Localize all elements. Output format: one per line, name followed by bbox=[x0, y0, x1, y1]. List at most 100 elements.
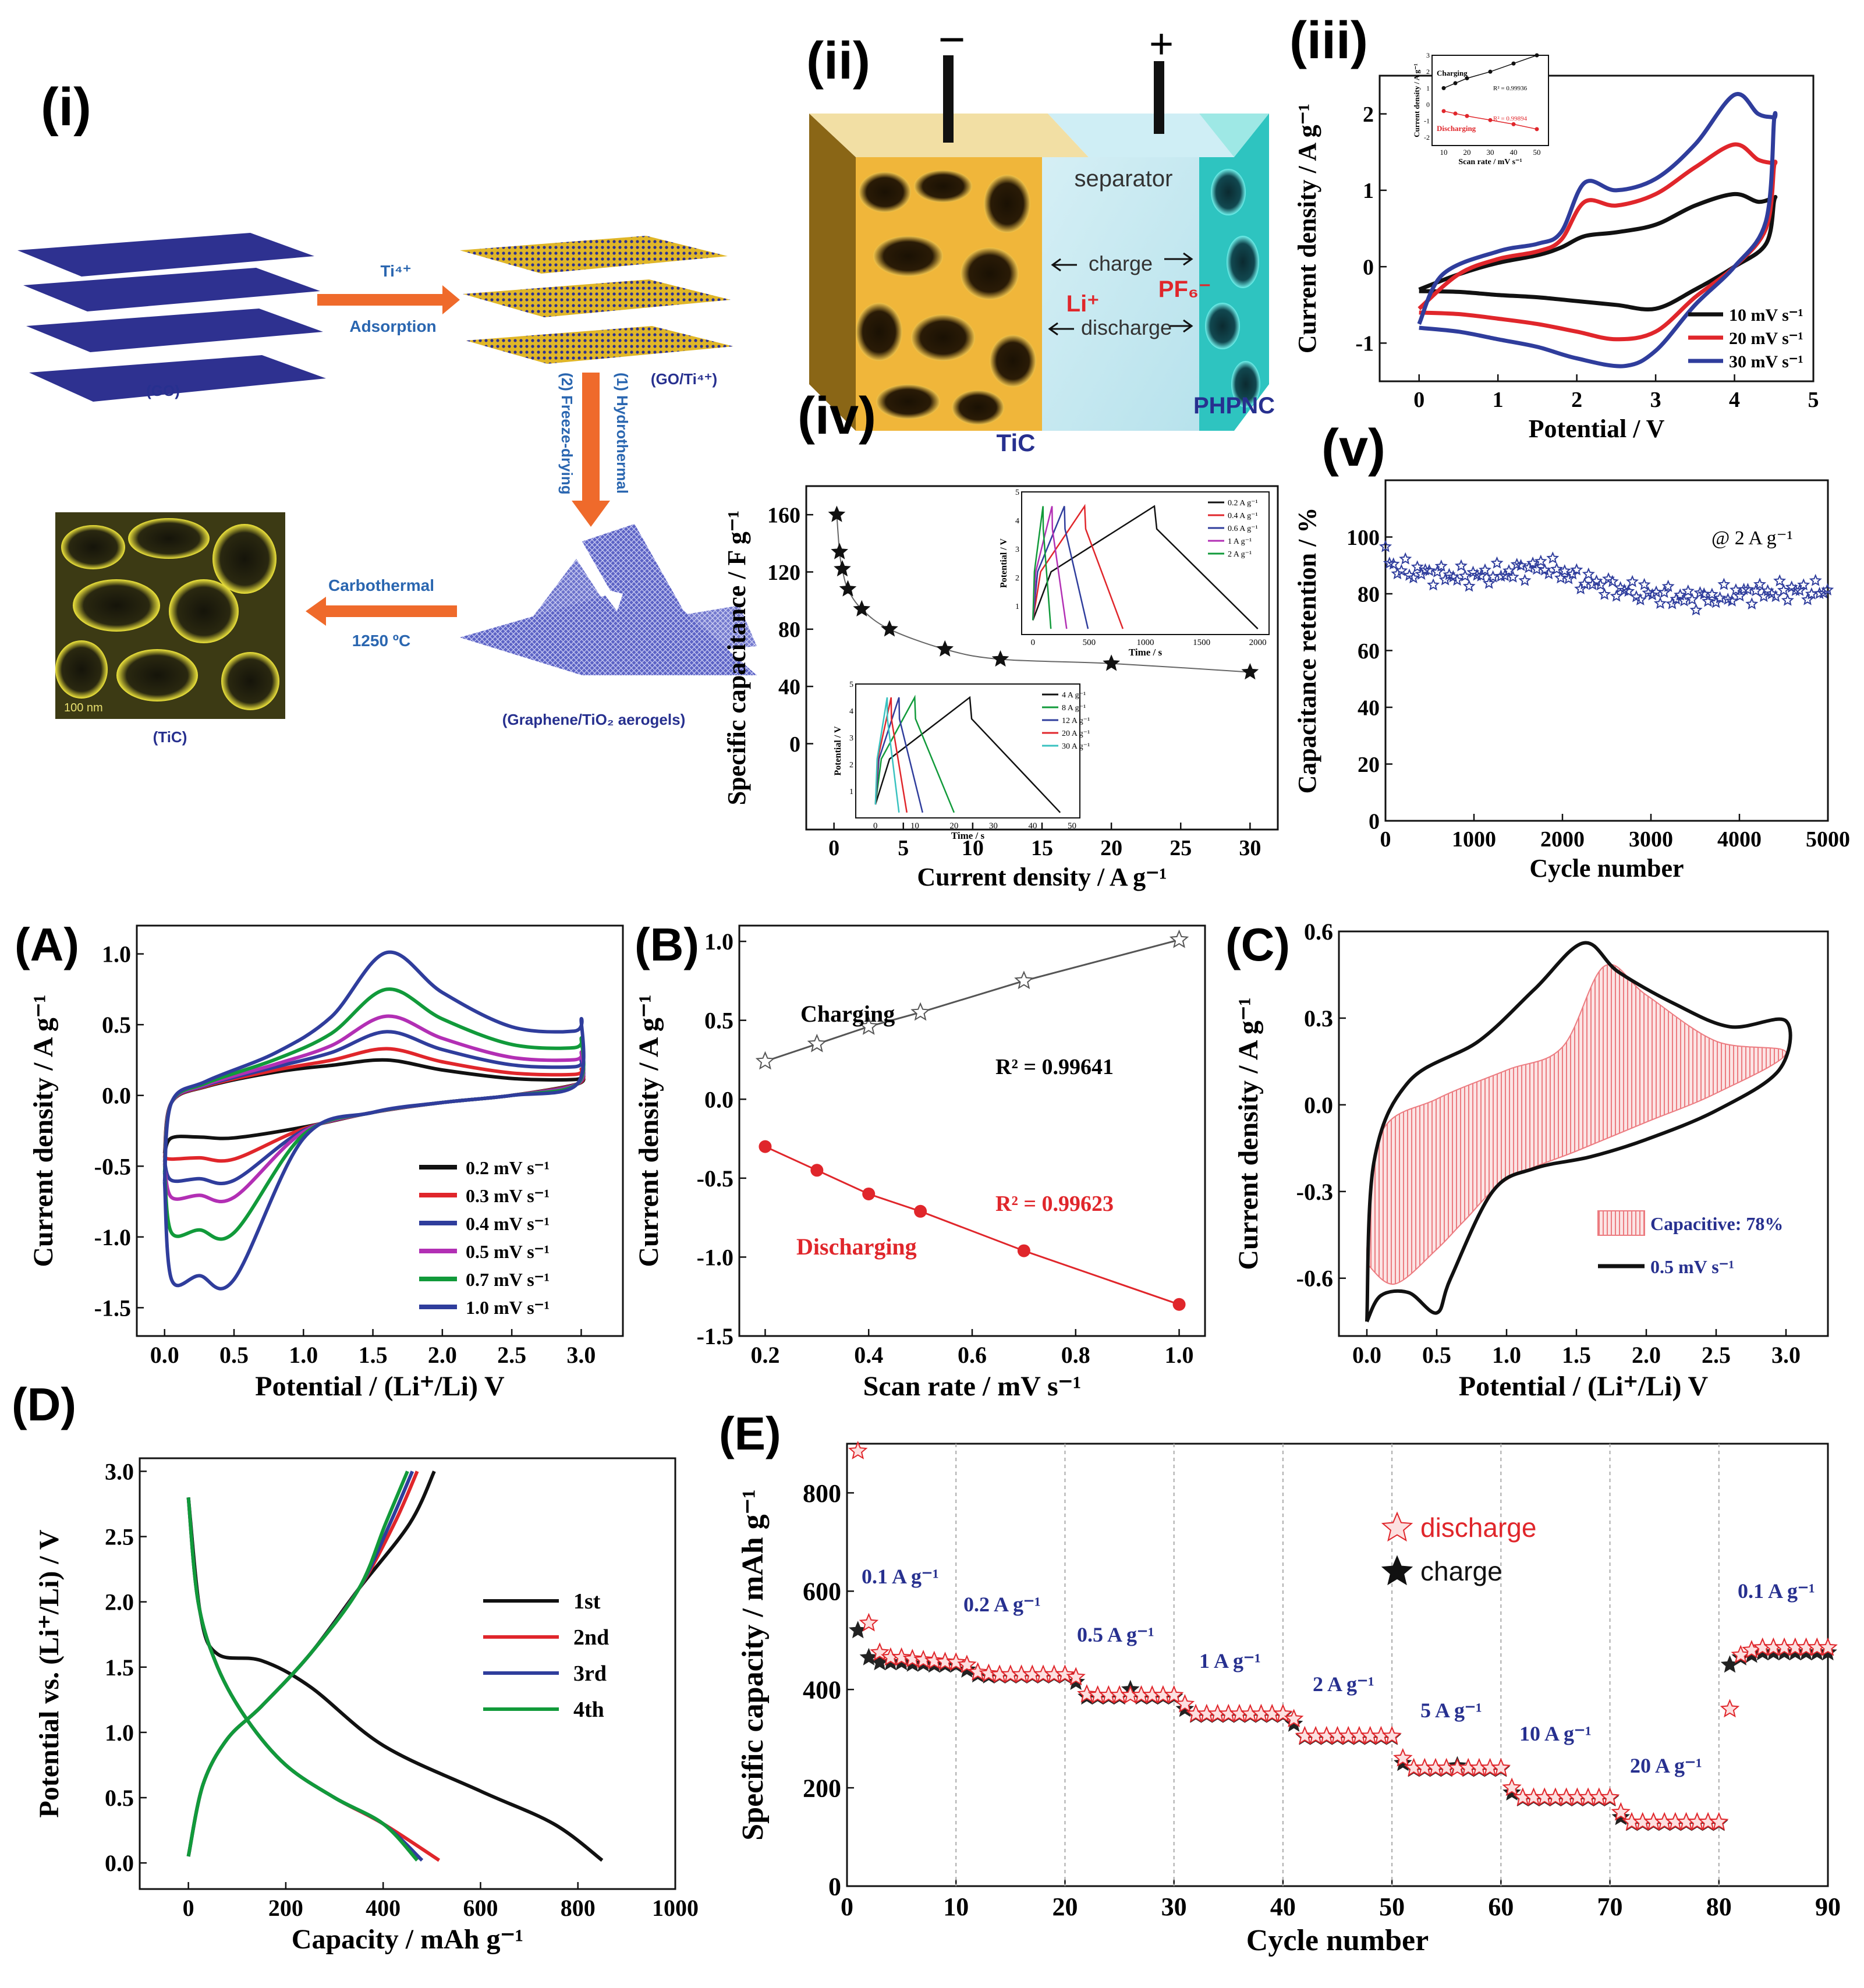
x-tick-label: 200 bbox=[268, 1895, 303, 1921]
y-tick-label: 0 bbox=[1363, 255, 1374, 279]
rate-label: 2 A g⁻¹ bbox=[1313, 1672, 1374, 1696]
retention-point bbox=[1526, 557, 1540, 569]
y-tick-label: 2.0 bbox=[105, 1589, 134, 1615]
legend-discharge-star bbox=[1381, 1511, 1413, 1542]
discharge-curve-2nd bbox=[186, 1497, 441, 1862]
legend-swatch-capacitive bbox=[1597, 1210, 1645, 1236]
x-tick-label: 3 bbox=[1650, 388, 1661, 412]
inset-x-tick: 500 bbox=[1083, 638, 1096, 647]
retention-point bbox=[1502, 564, 1516, 576]
process-arrow-head bbox=[572, 501, 610, 527]
positive-sign: + bbox=[1149, 21, 1174, 68]
panel-label: (C) bbox=[1225, 919, 1290, 970]
discharge-point bbox=[924, 1650, 944, 1670]
inset-x-tick: 50 bbox=[1533, 148, 1541, 157]
charging-point bbox=[1169, 929, 1189, 948]
y-axis-label: Capacitance retention / % bbox=[1293, 508, 1321, 794]
discharging-label: Discharging bbox=[796, 1234, 917, 1260]
inset-point bbox=[1441, 86, 1446, 90]
y-tick-label: 1.0 bbox=[105, 1720, 134, 1746]
retention-point bbox=[1570, 563, 1583, 576]
y-tick-label: 0.5 bbox=[105, 1785, 134, 1811]
y-tick-label: 3.0 bbox=[105, 1458, 134, 1484]
y-tick-label: 160 bbox=[767, 503, 800, 527]
inset-fit-line bbox=[1443, 55, 1537, 89]
y-tick-label: 0.5 bbox=[704, 1008, 733, 1034]
discharge-point bbox=[1077, 1684, 1097, 1703]
discharge-point bbox=[1818, 1637, 1838, 1656]
x-tick-label: 0.6 bbox=[958, 1342, 987, 1368]
retention-point bbox=[1562, 572, 1575, 584]
y-tick-label: -1.5 bbox=[697, 1323, 733, 1349]
carbothermal-arrow bbox=[306, 597, 457, 626]
y-tick-label: 0 bbox=[1369, 809, 1380, 834]
tic-label: (TiC) bbox=[153, 728, 187, 746]
inset-y-tick: -2 bbox=[1424, 133, 1430, 141]
rate-annotation: @ 2 A g⁻¹ bbox=[1711, 527, 1793, 549]
chart-A: (A) 0.0 0.5 1.0 1.5 2.0 2.5 3.0 -1.5 -1.0 -0.5 0.0 0… bbox=[15, 919, 624, 1402]
phpnc-electrode-label: PHPNC bbox=[1193, 393, 1275, 419]
retention-point bbox=[1506, 570, 1519, 583]
retention-point bbox=[1518, 573, 1532, 586]
x-tick-label: 400 bbox=[366, 1895, 401, 1921]
x-tick-label: 0.4 bbox=[854, 1342, 883, 1368]
charge-curve-4th bbox=[186, 1470, 409, 1857]
li-ion-label: Li⁺ bbox=[1066, 291, 1100, 317]
discharge-point bbox=[979, 1663, 999, 1682]
y-tick-label: 0 bbox=[789, 732, 800, 757]
x-tick-label: 1.5 bbox=[359, 1342, 388, 1368]
panel-label: (D) bbox=[12, 1379, 76, 1430]
y-tick-label: 0.3 bbox=[1304, 1005, 1333, 1032]
sem-scale-label: 100 nm bbox=[64, 701, 103, 714]
separator-body bbox=[1042, 157, 1199, 431]
x-axis-label: Potential / V bbox=[1529, 414, 1665, 443]
discharging-point bbox=[914, 1204, 927, 1218]
retention-point bbox=[1657, 586, 1671, 598]
gcd-curve-4 A g⁻¹ bbox=[874, 696, 1061, 813]
discharge-point bbox=[1600, 1787, 1620, 1806]
x-tick-label: 2.5 bbox=[1702, 1342, 1731, 1368]
retention-point bbox=[1821, 583, 1834, 596]
discharge-point bbox=[1164, 1685, 1184, 1704]
carbothermal-label: Carbothermal bbox=[328, 576, 434, 594]
y-tick-label: 0.0 bbox=[1304, 1092, 1333, 1118]
x-tick-label: 0.8 bbox=[1061, 1342, 1090, 1368]
legend-label: 10 mV s⁻¹ bbox=[1729, 306, 1803, 325]
retention-point bbox=[1661, 579, 1675, 592]
retention-point bbox=[1490, 556, 1504, 569]
panel-label-i: (i) bbox=[41, 77, 91, 137]
retention-point bbox=[1606, 575, 1619, 587]
retention-point bbox=[1685, 593, 1699, 605]
x-tick-label: 0.0 bbox=[1352, 1342, 1381, 1368]
plot-frame bbox=[846, 1443, 1829, 1887]
go-ti-sheets bbox=[460, 236, 733, 364]
x-tick-label: 0 bbox=[1413, 388, 1424, 412]
discharging-point bbox=[1172, 1298, 1186, 1311]
y-tick-label: -0.5 bbox=[94, 1153, 131, 1179]
retention-point bbox=[1582, 567, 1595, 580]
y-tick-label: 0.0 bbox=[102, 1083, 131, 1109]
retention-point bbox=[1498, 569, 1512, 582]
cv-curve-30 mV s⁻¹ bbox=[1417, 92, 1778, 368]
retention-point bbox=[1534, 554, 1547, 567]
retention-point bbox=[1781, 593, 1794, 606]
rate-label: 0.2 A g⁻¹ bbox=[963, 1593, 1041, 1616]
retention-point bbox=[1773, 574, 1787, 587]
discharging-point bbox=[759, 1140, 772, 1153]
discharge-point bbox=[848, 1441, 868, 1459]
x-tick-label: 600 bbox=[463, 1895, 498, 1921]
x-axis-label: Current density / A g⁻¹ bbox=[917, 863, 1167, 891]
x-tick-label: 1000 bbox=[652, 1895, 699, 1921]
retention-point bbox=[1610, 589, 1623, 602]
inset-legend-label: 4 A g⁻¹ bbox=[1062, 691, 1086, 700]
retention-point bbox=[1749, 584, 1763, 597]
legend-label: 0.4 mV s⁻¹ bbox=[466, 1213, 550, 1234]
inset-legend-label: 8 A g⁻¹ bbox=[1062, 704, 1086, 713]
retention-point bbox=[1510, 558, 1523, 570]
x-axis-label: Potential / (Li⁺/Li) V bbox=[255, 1371, 505, 1402]
inset-y-tick: 3 bbox=[1426, 51, 1430, 59]
inset-charging-r2: R² = 0.99936 bbox=[1493, 85, 1528, 92]
legend-label: 0.7 mV s⁻¹ bbox=[466, 1269, 550, 1290]
panel-ii-device-schematic: (ii) − + separa bbox=[806, 13, 1275, 456]
inset-point bbox=[1453, 111, 1458, 116]
